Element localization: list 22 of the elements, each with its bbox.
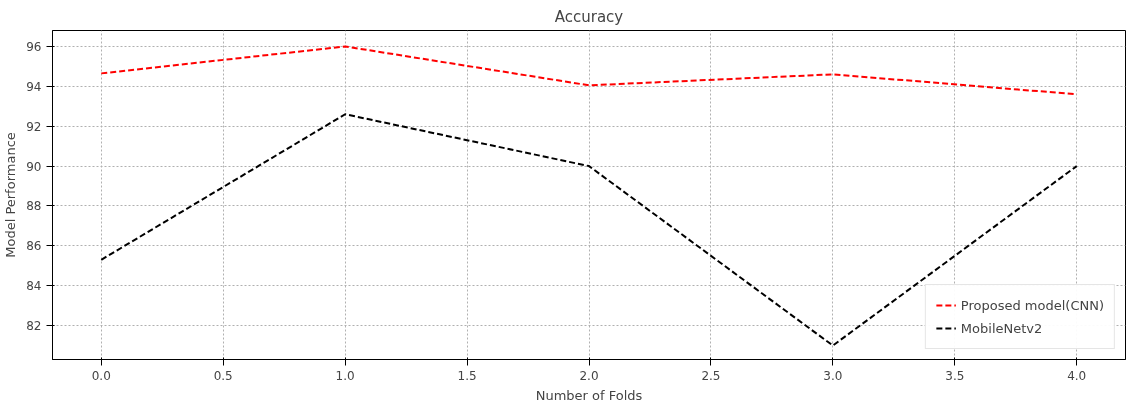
x-tick-label: 3.5: [945, 368, 965, 383]
x-tick-label: 3.0: [823, 368, 843, 383]
y-tick-label: 84: [26, 279, 42, 294]
x-tick-label: 2.5: [701, 368, 721, 383]
y-tick-label: 92: [26, 119, 42, 134]
y-tick-label: 96: [26, 39, 42, 54]
x-tick-label: 0.0: [91, 368, 111, 383]
x-axis-title: Number of Folds: [535, 387, 643, 403]
x-tick-label: 2.0: [579, 368, 599, 383]
chart-title: Accuracy: [554, 7, 624, 26]
y-tick-label: 90: [26, 159, 42, 174]
legend-label: Proposed model(CNN): [960, 297, 1104, 313]
y-tick-label: 82: [26, 319, 42, 334]
y-tick-label: 88: [26, 199, 42, 214]
x-tick-label: 0.5: [213, 368, 233, 383]
legend-label: MobileNetv2: [960, 320, 1043, 336]
x-tick-label: 1.0: [335, 368, 355, 383]
x-tick-label: 4.0: [1067, 368, 1087, 383]
x-tick-label: 1.5: [457, 368, 477, 383]
y-axis-title: Model Performance: [3, 132, 19, 258]
y-tick-label: 86: [26, 239, 42, 254]
y-tick-label: 94: [26, 79, 42, 94]
